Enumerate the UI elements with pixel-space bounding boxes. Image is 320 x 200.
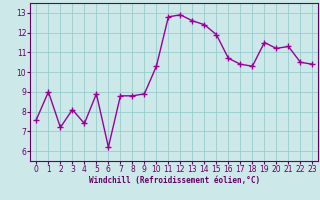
X-axis label: Windchill (Refroidissement éolien,°C): Windchill (Refroidissement éolien,°C)	[89, 176, 260, 185]
